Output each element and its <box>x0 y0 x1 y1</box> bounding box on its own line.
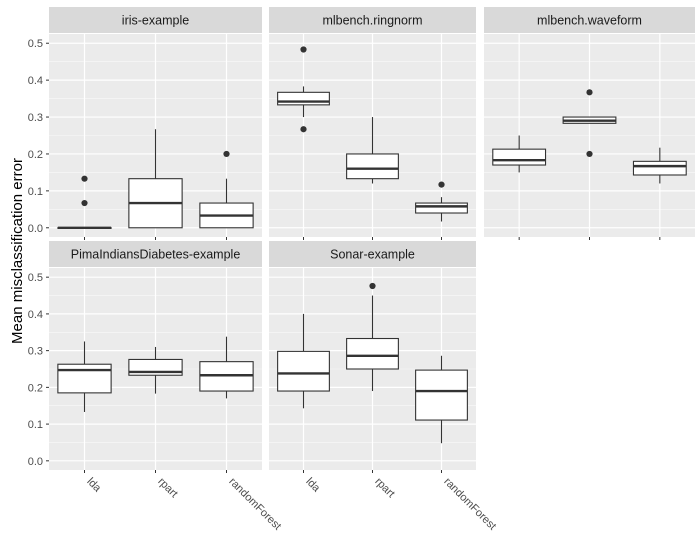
y-tick-label: 0.4 <box>28 75 43 87</box>
panels-layer: iris-example mlbench.ringnorm mlbench.wave… <box>49 7 695 470</box>
x-tick-label-lda: lda <box>84 476 103 495</box>
panel-title: PimaIndiansDiabetes-example <box>71 248 241 262</box>
box-lda <box>57 341 112 412</box>
panel-title: Sonar-example <box>330 248 415 262</box>
box-iqr <box>57 363 112 394</box>
box-iqr <box>277 350 330 392</box>
box-rpart <box>346 282 399 392</box>
box-randomforest <box>415 181 468 222</box>
panel-title: mlbench.waveform <box>537 14 642 28</box>
y-axis-title: Mean misclassification error <box>9 158 26 344</box>
box-rpart <box>128 129 183 229</box>
box-iqr <box>492 148 547 166</box>
box-lda <box>57 175 112 229</box>
y-tick-label: 0.0 <box>28 223 43 235</box>
box-iqr <box>415 202 468 214</box>
outlier-point <box>300 126 307 133</box>
box-lda <box>277 46 330 133</box>
box-randomforest <box>199 336 254 399</box>
panel-iris-example: iris-example <box>49 7 262 237</box>
panel-sonar-example: Sonar-example <box>269 241 476 470</box>
panel-mlbench-ringnorm: mlbench.ringnorm <box>269 7 476 237</box>
y-tick-label: 0.3 <box>28 346 43 358</box>
y-tick-label: 0.3 <box>28 112 43 124</box>
panel-strip <box>484 7 695 33</box>
box-iqr <box>346 153 399 180</box>
box-lda <box>492 135 547 173</box>
y-tick-label: 0.1 <box>28 186 43 198</box>
box-iqr <box>346 337 399 370</box>
panel-title: mlbench.ringnorm <box>322 14 422 28</box>
x-tick-label-randomforest: randomForest <box>226 476 283 533</box>
outlier-point <box>81 199 88 207</box>
panel-pimaindiansdiabetes-example: PimaIndiansDiabetes-example <box>49 241 262 470</box>
y-tick-label: 0.1 <box>28 419 43 431</box>
panel-strip <box>269 7 476 33</box>
box-rpart <box>346 117 399 184</box>
x-tick-label-randomforest: randomForest <box>441 476 498 533</box>
panel-mlbench-waveform: mlbench.waveform <box>484 7 695 237</box>
x-tick-label-lda: lda <box>303 476 322 495</box>
x-tick-label-rpart: rpart <box>155 476 179 500</box>
y-axes-layer: 0.0 0.1 0.2 0.3 0.4 0.5 0.0 0.1 0.2 0.3 0.4 0.5 <box>28 38 49 468</box>
box-iqr <box>415 369 468 421</box>
box-randomforest <box>415 355 468 444</box>
y-tick-label: 0.2 <box>28 382 43 394</box>
outlier-point <box>586 89 593 96</box>
panel-strip <box>49 7 262 33</box>
y-tick-label: 0.5 <box>28 272 43 284</box>
panel-title: iris-example <box>122 14 189 28</box>
box-iqr <box>632 160 687 176</box>
outlier-point <box>586 150 593 158</box>
panel-strip <box>269 241 476 267</box>
box-randomforest <box>199 150 254 229</box>
y-tick-label: 0.0 <box>28 456 43 468</box>
box-rpart <box>562 89 617 158</box>
y-tick-label: 0.2 <box>28 149 43 161</box>
box-lda <box>277 313 330 409</box>
outlier-point <box>81 175 88 182</box>
x-tick-label-rpart: rpart <box>372 476 396 500</box>
y-tick-label: 0.4 <box>28 309 43 321</box>
outlier-point <box>369 282 376 290</box>
outlier-point <box>300 46 307 53</box>
outlier-point <box>438 181 445 188</box>
box-randomforest <box>632 147 687 184</box>
outlier-point <box>223 150 230 158</box>
box-rpart <box>128 346 183 394</box>
y-tick-label: 0.5 <box>28 38 43 50</box>
box-iqr <box>277 91 330 106</box>
panel-strip <box>49 241 262 267</box>
